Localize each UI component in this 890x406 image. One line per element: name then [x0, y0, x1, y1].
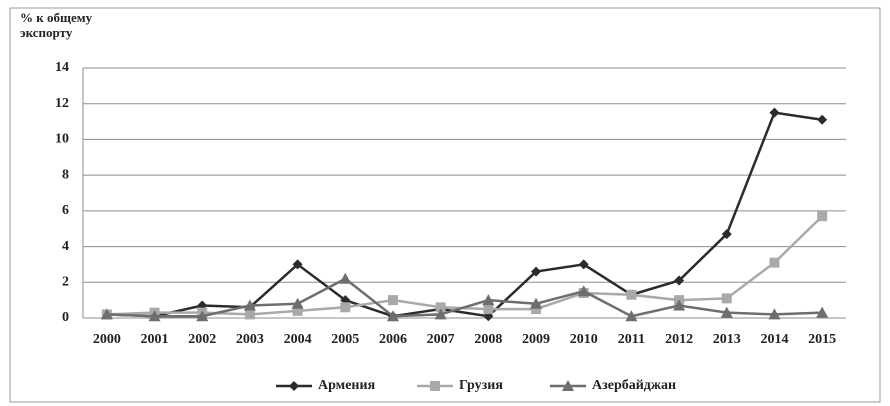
x-tick-label: 2009 [522, 332, 550, 347]
y-tick-label: 8 [62, 167, 69, 182]
marker [340, 302, 351, 313]
x-tick-label: 2000 [93, 332, 121, 347]
marker [531, 266, 542, 277]
y-tick-label: 6 [62, 203, 69, 218]
y-tick-label: 4 [62, 239, 69, 254]
y-tick-label: 10 [55, 132, 69, 147]
x-tick-label: 2012 [665, 332, 693, 347]
x-tick-label: 2011 [618, 332, 645, 347]
x-tick-label: 2002 [188, 332, 216, 347]
marker [291, 297, 304, 309]
legend-marker [430, 381, 440, 391]
legend-label: Азербайджан [592, 378, 676, 393]
series-line [106, 215, 824, 316]
marker [768, 308, 781, 320]
x-tick-label: 2014 [760, 332, 788, 347]
marker [577, 285, 590, 297]
x-tick-label: 2010 [570, 332, 598, 347]
marker [816, 306, 829, 318]
marker [100, 308, 113, 320]
marker [243, 299, 256, 311]
x-tick-label: 2004 [284, 332, 312, 347]
x-tick-label: 2003 [236, 332, 264, 347]
legend-marker [562, 380, 574, 391]
marker [578, 259, 589, 270]
marker [148, 310, 161, 322]
x-tick-label: 2001 [141, 332, 169, 347]
marker [292, 259, 303, 270]
x-tick-label: 2005 [331, 332, 359, 347]
marker [531, 304, 542, 315]
marker [769, 107, 780, 118]
marker [817, 114, 828, 125]
marker [530, 297, 543, 309]
y-tick-label: 2 [62, 275, 69, 290]
marker [244, 309, 255, 320]
legend-label: Армения [318, 378, 376, 393]
marker [673, 299, 686, 311]
legend-label: Грузия [459, 378, 503, 393]
marker [817, 211, 828, 222]
marker [292, 305, 303, 316]
marker [769, 257, 780, 268]
y-tick-label: 0 [62, 310, 69, 325]
x-tick-label: 2015 [808, 332, 836, 347]
marker [674, 275, 685, 286]
marker [626, 289, 637, 300]
marker [482, 294, 495, 306]
y-tick-label: 12 [55, 96, 69, 111]
marker [720, 306, 733, 318]
series-line [106, 277, 823, 318]
series-line [106, 111, 823, 318]
marker [386, 310, 399, 322]
marker [434, 308, 447, 320]
x-tick-label: 2007 [427, 332, 455, 347]
legend-marker [289, 381, 299, 391]
marker [483, 304, 494, 315]
y-tick-label: 14 [55, 60, 69, 75]
marker [387, 295, 398, 306]
frame [9, 7, 881, 403]
marker [435, 302, 446, 313]
x-tick-label: 2013 [713, 332, 741, 347]
x-tick-label: 2008 [474, 332, 502, 347]
marker [196, 310, 209, 322]
marker [625, 310, 638, 322]
marker [721, 293, 732, 304]
marker [721, 229, 732, 240]
x-tick-label: 2006 [379, 332, 407, 347]
y-axis-label: % к общему экспорту [20, 10, 93, 40]
marker [339, 272, 352, 284]
